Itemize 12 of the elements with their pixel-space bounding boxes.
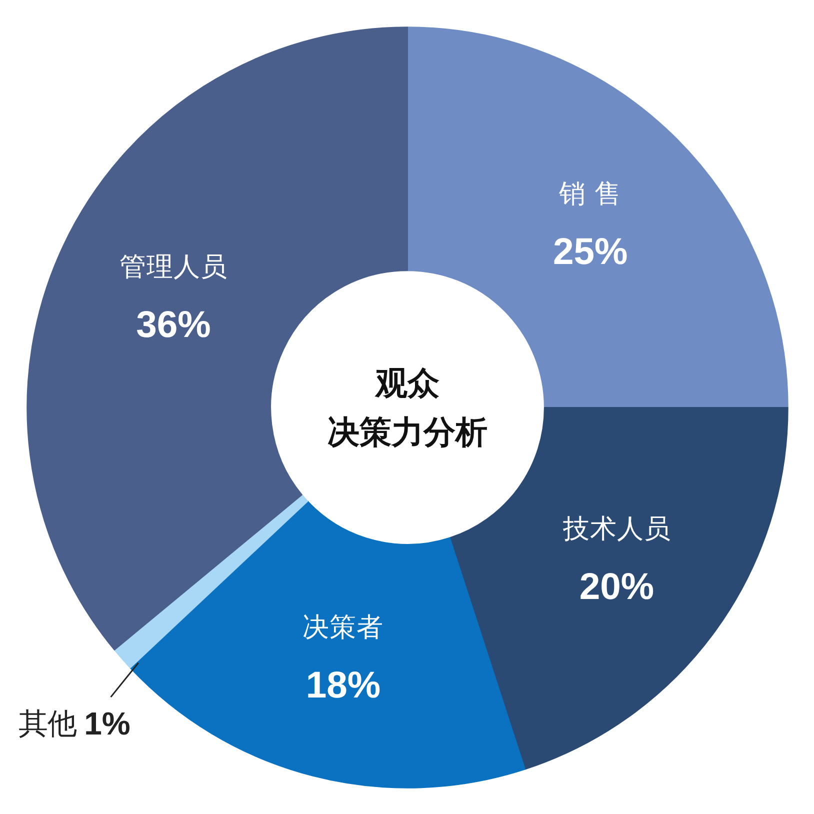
text: 决策力分析 — [328, 413, 488, 452]
data-label: 1% — [84, 706, 130, 742]
data-label: 20% — [579, 565, 654, 608]
slice-label: 其他 — [18, 706, 77, 741]
slice-label: 决策者 — [302, 612, 384, 644]
data-label: 18% — [306, 664, 381, 706]
slice-label: 管理人员 — [119, 251, 228, 282]
slice-label: 销 售 — [558, 178, 622, 210]
data-label: 36% — [136, 302, 211, 345]
data-label: 25% — [553, 230, 628, 272]
text: 观众 — [374, 364, 440, 402]
slice-label: 技术人员 — [562, 514, 671, 545]
